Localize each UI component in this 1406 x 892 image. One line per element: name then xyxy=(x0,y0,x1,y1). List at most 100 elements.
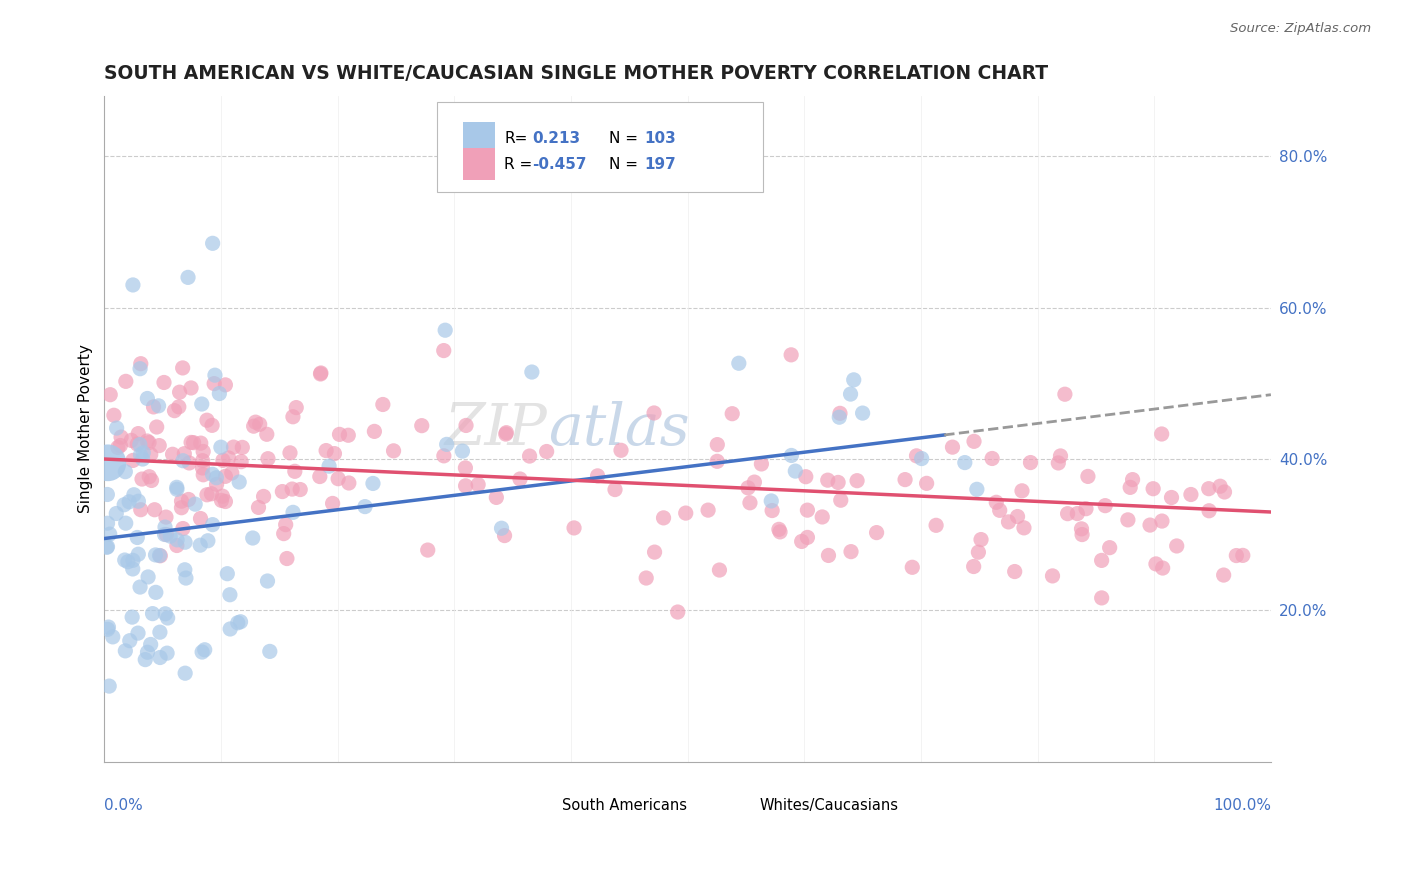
Text: 103: 103 xyxy=(644,130,676,145)
Point xyxy=(495,425,517,440)
Point xyxy=(842,373,865,387)
Point xyxy=(1144,557,1167,571)
Point xyxy=(156,646,179,660)
Point xyxy=(211,489,233,503)
Point xyxy=(1077,469,1099,483)
Point xyxy=(153,527,176,541)
Point xyxy=(190,511,212,525)
Point xyxy=(761,503,783,517)
Point xyxy=(1116,513,1139,527)
Point xyxy=(148,399,170,413)
Point xyxy=(193,467,215,482)
Point xyxy=(1212,568,1234,582)
Point xyxy=(112,498,135,512)
Point xyxy=(219,588,242,602)
Point xyxy=(205,471,228,485)
Point xyxy=(308,469,330,483)
Point xyxy=(247,500,270,515)
Point xyxy=(155,510,177,524)
Point xyxy=(134,652,156,666)
Point xyxy=(281,505,304,519)
Point xyxy=(794,469,817,483)
Point xyxy=(309,367,332,381)
Point xyxy=(143,502,166,516)
Point xyxy=(141,474,163,488)
Point xyxy=(828,410,851,425)
Point xyxy=(727,356,749,370)
Point xyxy=(644,545,666,559)
Point xyxy=(326,472,349,486)
Point xyxy=(170,500,193,515)
Point xyxy=(1091,553,1114,567)
Point xyxy=(148,439,170,453)
Point xyxy=(536,444,558,458)
Point xyxy=(114,644,136,658)
Point xyxy=(110,438,132,452)
Bar xyxy=(463,122,495,154)
Point xyxy=(1004,565,1026,579)
Point xyxy=(214,469,236,483)
Point xyxy=(337,475,360,490)
Point xyxy=(139,637,162,651)
Point xyxy=(127,494,149,508)
Point xyxy=(155,607,177,621)
Point xyxy=(433,343,456,358)
Point xyxy=(274,517,297,532)
Point xyxy=(139,448,162,462)
Point xyxy=(1042,569,1064,583)
Point xyxy=(127,437,149,451)
Point xyxy=(142,400,165,414)
Point xyxy=(173,563,195,577)
Point xyxy=(200,487,222,501)
Point xyxy=(281,409,304,424)
Point xyxy=(209,440,232,454)
Point xyxy=(817,473,839,487)
Point xyxy=(894,473,917,487)
Point xyxy=(315,443,337,458)
Point xyxy=(153,520,176,534)
Point xyxy=(96,516,118,531)
Point xyxy=(226,615,249,630)
Point xyxy=(98,527,121,541)
Point xyxy=(103,409,125,423)
Point xyxy=(211,493,233,508)
Bar xyxy=(463,148,495,180)
Point xyxy=(636,571,658,585)
Point xyxy=(1011,483,1033,498)
Point xyxy=(491,521,513,535)
Point xyxy=(163,403,186,417)
Point xyxy=(131,452,153,467)
Text: 100.0%: 100.0% xyxy=(1213,798,1271,814)
Point xyxy=(162,447,184,461)
Point xyxy=(145,420,167,434)
Point xyxy=(988,503,1011,517)
Point xyxy=(290,483,312,497)
Point xyxy=(839,544,862,558)
Point xyxy=(354,500,377,514)
Point xyxy=(156,611,179,625)
Point xyxy=(173,447,195,461)
Point xyxy=(101,630,124,644)
Point xyxy=(780,449,803,463)
Point xyxy=(114,375,136,389)
Point xyxy=(519,449,541,463)
Point xyxy=(174,535,197,549)
Point xyxy=(1150,514,1173,528)
Point xyxy=(905,449,928,463)
Point xyxy=(217,566,239,581)
Point xyxy=(911,451,934,466)
Point xyxy=(1070,522,1092,536)
Point xyxy=(120,434,142,448)
Point xyxy=(167,400,190,414)
Point xyxy=(188,538,211,552)
Point xyxy=(231,455,253,469)
Point xyxy=(839,387,862,401)
Point xyxy=(105,507,128,521)
Point xyxy=(121,562,143,576)
Point xyxy=(520,365,543,379)
Point xyxy=(586,468,609,483)
Point xyxy=(219,622,242,636)
Point xyxy=(149,549,172,563)
Point xyxy=(790,534,813,549)
Point xyxy=(273,526,295,541)
